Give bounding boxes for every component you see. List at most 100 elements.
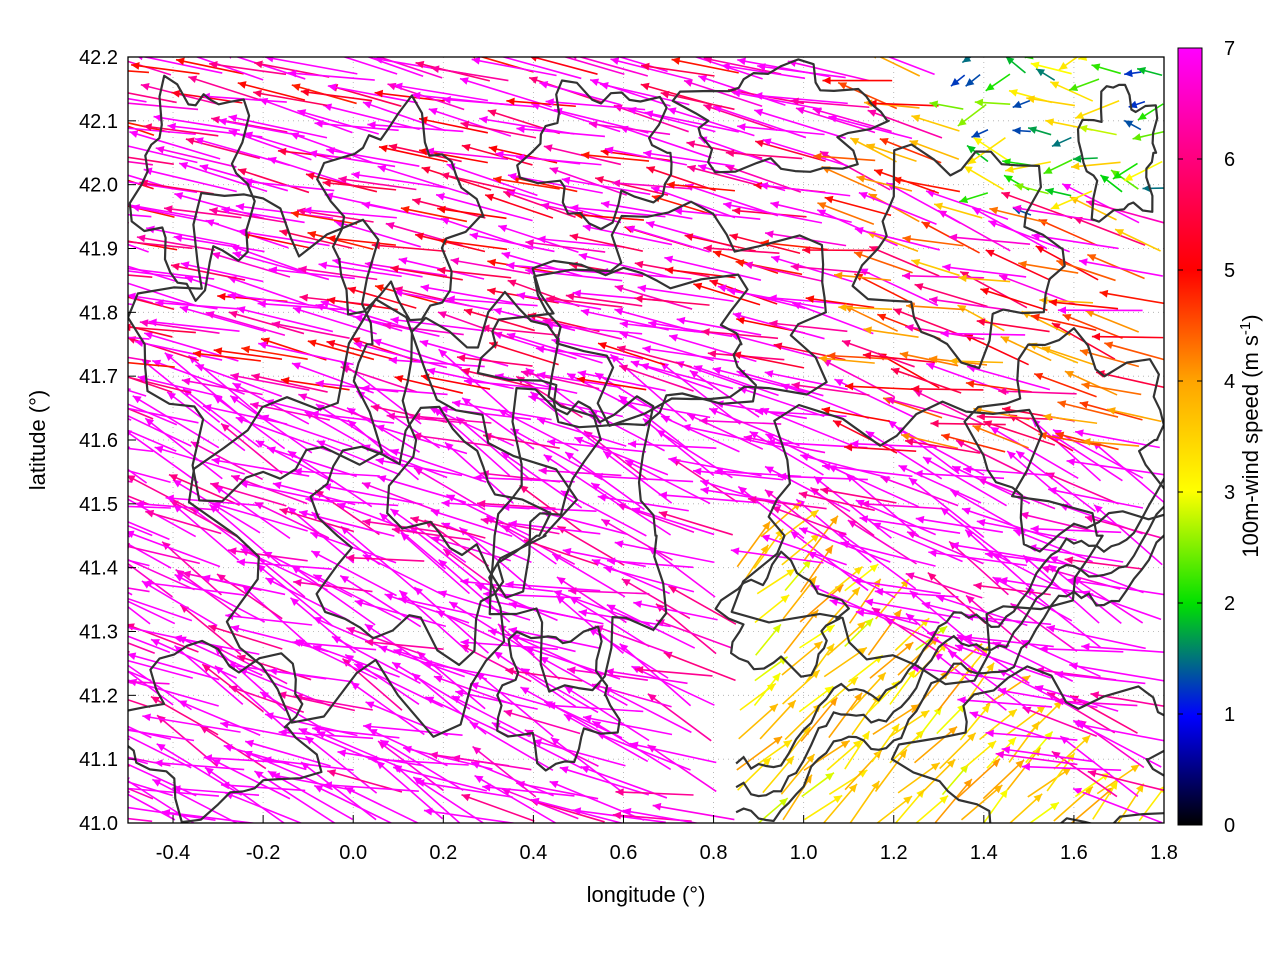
x-tick-label: 0.4 — [519, 842, 547, 864]
wind-arrow-head — [977, 519, 986, 527]
wind-arrow-head — [451, 257, 460, 265]
wind-arrow-shaft — [401, 533, 470, 594]
wind-arrow — [731, 547, 824, 563]
x-tick-label: 0.6 — [610, 842, 638, 864]
wind-arrow-head — [684, 79, 693, 86]
wind-arrow-head — [325, 42, 333, 50]
wind-arrow — [855, 227, 940, 250]
wind-arrow-head — [98, 150, 107, 158]
wind-arrow-head — [595, 176, 604, 184]
wind-arrow-head — [55, 536, 64, 543]
wind-arrow-head — [36, 19, 45, 27]
wind-arrow-head — [598, 342, 607, 349]
wind-arrow-head — [765, 370, 774, 378]
wind-arrow — [41, 90, 128, 103]
wind-arrow-head — [842, 340, 851, 347]
wind-arrow-head — [53, 465, 62, 473]
wind-arrow-head — [46, 646, 55, 654]
wind-arrow — [556, 18, 644, 50]
wind-arrow-head — [1058, 306, 1066, 314]
wind-arrow-head — [121, 777, 130, 785]
wind-arrow — [233, 251, 329, 279]
wind-arrow — [889, 710, 929, 737]
wind-arrow-head — [635, 261, 644, 269]
wind-arrow-head — [265, 712, 274, 720]
wind-arrow-head — [50, 589, 59, 596]
wind-arrow-shaft — [691, 37, 781, 45]
wind-arrow — [1133, 131, 1166, 140]
wind-arrow-head — [929, 100, 938, 108]
wind-arrow-head — [197, 33, 205, 41]
wind-arrow-shaft — [893, 179, 960, 192]
wind-arrow-head — [470, 232, 479, 240]
wind-arrow — [905, 438, 980, 453]
wind-arrow-shaft — [539, 470, 622, 475]
wind-arrow-head — [820, 487, 829, 495]
wind-arrow-head — [1100, 290, 1109, 298]
wind-arrow — [981, 43, 1029, 51]
wind-arrow-head — [1079, 258, 1088, 266]
wind-arrow-shaft — [664, 653, 736, 681]
wind-arrow-head — [452, 755, 461, 763]
y-tick-label: 41.4 — [79, 558, 118, 580]
wind-arrow-head — [1058, 400, 1067, 408]
wind-arrow-head — [806, 295, 815, 303]
wind-arrow-shaft — [354, 343, 447, 367]
wind-arrow — [964, 166, 1004, 189]
wind-arrow-shaft — [881, 477, 958, 506]
y-tick-label: 41.3 — [79, 622, 118, 644]
wind-arrow-shaft — [634, 298, 709, 305]
wind-arrow-head — [556, 18, 565, 25]
wind-arrow-shaft — [615, 792, 693, 795]
wind-arrow-shaft — [53, 199, 128, 223]
wind-arrow-head — [970, 711, 979, 718]
wind-arrow-head — [70, 428, 79, 436]
wind-arrow-head — [267, 447, 276, 454]
y-tick-label: 41.2 — [79, 685, 118, 707]
wind-arrow-head — [1080, 349, 1089, 357]
wind-arrow-head — [602, 35, 610, 43]
wind-arrow — [739, 704, 778, 739]
wind-arrow-shaft — [1011, 603, 1077, 651]
terrain-contour — [478, 261, 756, 427]
wind-arrow-head — [516, 125, 524, 133]
wind-arrow-head — [541, 202, 550, 210]
wind-arrow-shaft — [1131, 30, 1167, 44]
wind-arrow — [870, 52, 920, 76]
wind-arrow — [470, 722, 553, 770]
wind-arrow-head — [723, 202, 732, 210]
wind-arrow-head — [265, 55, 274, 63]
wind-arrow-head — [958, 118, 967, 126]
x-tick-label: 0.8 — [700, 842, 728, 864]
wind-arrow — [656, 619, 732, 648]
wind-arrow — [691, 34, 781, 45]
wind-arrow-shaft — [641, 65, 714, 76]
wind-arrow-head — [49, 252, 58, 259]
wind-arrow-shaft — [788, 46, 872, 51]
wind-arrow — [1049, 299, 1118, 309]
wind-arrow — [297, 109, 378, 134]
wind-arrow-head — [55, 205, 63, 213]
wind-arrow-shaft — [362, 445, 447, 477]
wind-arrow-shaft — [648, 323, 732, 337]
wind-arrow-shaft — [197, 36, 288, 46]
wind-arrow-head — [109, 591, 118, 598]
wind-arrow — [503, 31, 580, 43]
x-tick-label: 1.4 — [970, 842, 998, 864]
wind-arrow-head — [487, 259, 496, 267]
wind-arrow-shaft — [362, 483, 439, 512]
wind-arrow-shaft — [902, 276, 984, 278]
wind-arrow — [669, 586, 736, 624]
wind-arrow-head — [422, 166, 431, 173]
wind-arrow — [402, 37, 469, 49]
wind-arrow-head — [62, 743, 71, 751]
wind-arrow-head — [452, 400, 461, 408]
wind-arrow-shaft — [544, 34, 623, 51]
wind-arrow-shaft — [849, 22, 917, 51]
wind-arrow-head — [119, 785, 127, 793]
wind-arrow-shaft — [853, 580, 941, 593]
wind-arrow-shaft — [906, 306, 965, 310]
wind-arrow — [242, 19, 328, 47]
wind-arrow-head — [393, 765, 402, 773]
wind-arrow-shaft — [290, 133, 373, 163]
